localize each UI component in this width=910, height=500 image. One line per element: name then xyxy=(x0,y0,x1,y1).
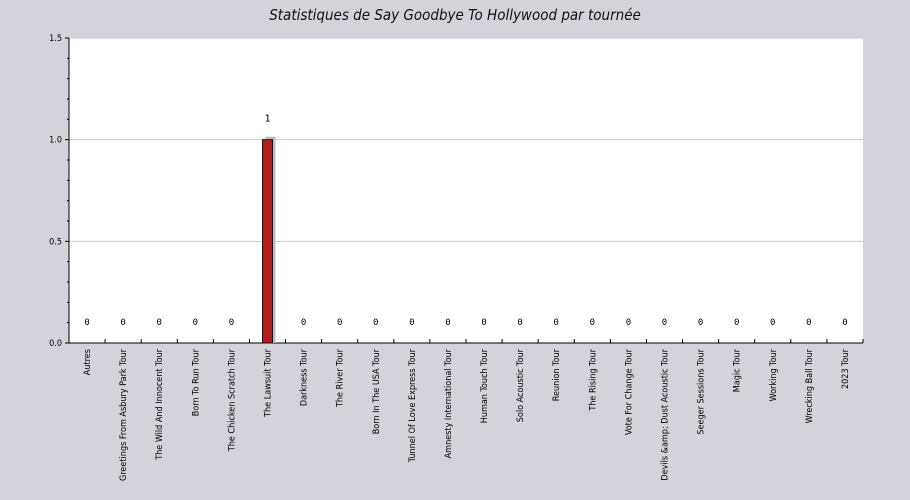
x-tick-label: Seeger Sessions Tour xyxy=(697,348,707,434)
value-label: 0 xyxy=(481,318,486,328)
x-tick-label: Devils &amp; Dust Acoustic Tour xyxy=(661,348,671,480)
x-tick-label: The River Tour xyxy=(336,348,346,408)
value-label: 0 xyxy=(770,318,775,328)
x-tick-label: Born In The USA Tour xyxy=(372,348,382,434)
y-tick-label: 0.5 xyxy=(49,237,62,247)
value-label: 0 xyxy=(229,318,234,328)
value-label: 0 xyxy=(445,318,450,328)
x-tick-label: Autres xyxy=(83,349,93,375)
value-label: 0 xyxy=(409,318,414,328)
x-tick-label: 2023 Tour xyxy=(841,348,851,389)
value-label: 0 xyxy=(626,318,631,328)
x-tick-label: Amnesty International Tour xyxy=(444,348,454,458)
x-tick-label: Wrecking Ball Tour xyxy=(805,348,815,423)
value-label: 0 xyxy=(806,318,811,328)
x-tick-label: The Chicken Scratch Tour xyxy=(227,348,237,452)
x-tick-label: Solo Acoustic Tour xyxy=(516,348,526,422)
bars xyxy=(262,136,276,344)
value-label: 0 xyxy=(84,318,89,328)
grid-lines xyxy=(69,37,863,242)
x-tick-label: Human Touch Tour xyxy=(480,348,490,423)
x-tick-labels: Autres Greetings From Asbury Park Tour The… xyxy=(83,348,851,481)
plot-area xyxy=(69,38,863,343)
x-tick-label: Greetings From Asbury Park Tour xyxy=(119,348,129,481)
value-label: 0 xyxy=(734,318,739,328)
x-tick-label: The Wild And Innocent Tour xyxy=(155,348,165,460)
chart-title: Statistiques de Say Goodbye To Hollywood… xyxy=(269,6,641,24)
x-tick-label: Reunion Tour xyxy=(552,348,562,401)
y-ticks: 0.0 0.5 1.0 1.5 xyxy=(49,34,864,349)
y-tick-label: 0.0 xyxy=(49,339,62,349)
x-tick-label: Born To Run Tour xyxy=(191,348,201,416)
y-tick-label: 1.5 xyxy=(49,34,62,44)
value-label: 0 xyxy=(554,318,559,328)
x-tick-label: Magic Tour xyxy=(733,348,743,392)
value-label: 0 xyxy=(842,318,847,328)
value-label: 1 xyxy=(264,114,270,125)
x-tick-label: Working Tour xyxy=(769,348,779,401)
value-label: 0 xyxy=(662,318,667,328)
value-label: 0 xyxy=(698,318,703,328)
value-label: 0 xyxy=(157,318,162,328)
value-labels: 0 0 0 0 0 1 0 0 0 0 0 0 0 0 0 0 0 0 0 0 0 0 xyxy=(84,114,847,328)
x-tick-label: Vote For Change Tour xyxy=(624,348,634,435)
value-label: 0 xyxy=(590,318,595,328)
x-tick-label: The Rising Tour xyxy=(588,348,598,411)
y-tick-label: 1.0 xyxy=(49,136,62,146)
value-label: 0 xyxy=(337,318,342,328)
x-tick-label: Darkness Tour xyxy=(300,348,310,406)
value-label: 0 xyxy=(373,318,378,328)
value-label: 0 xyxy=(301,318,306,328)
bar xyxy=(262,139,273,344)
x-tick-label: Tunnel Of Love Express Tour xyxy=(408,348,418,463)
value-label: 0 xyxy=(193,318,198,328)
x-tick-label: The Lawsuit Tour xyxy=(264,348,274,418)
value-label: 0 xyxy=(517,318,522,328)
value-label: 0 xyxy=(120,318,125,328)
